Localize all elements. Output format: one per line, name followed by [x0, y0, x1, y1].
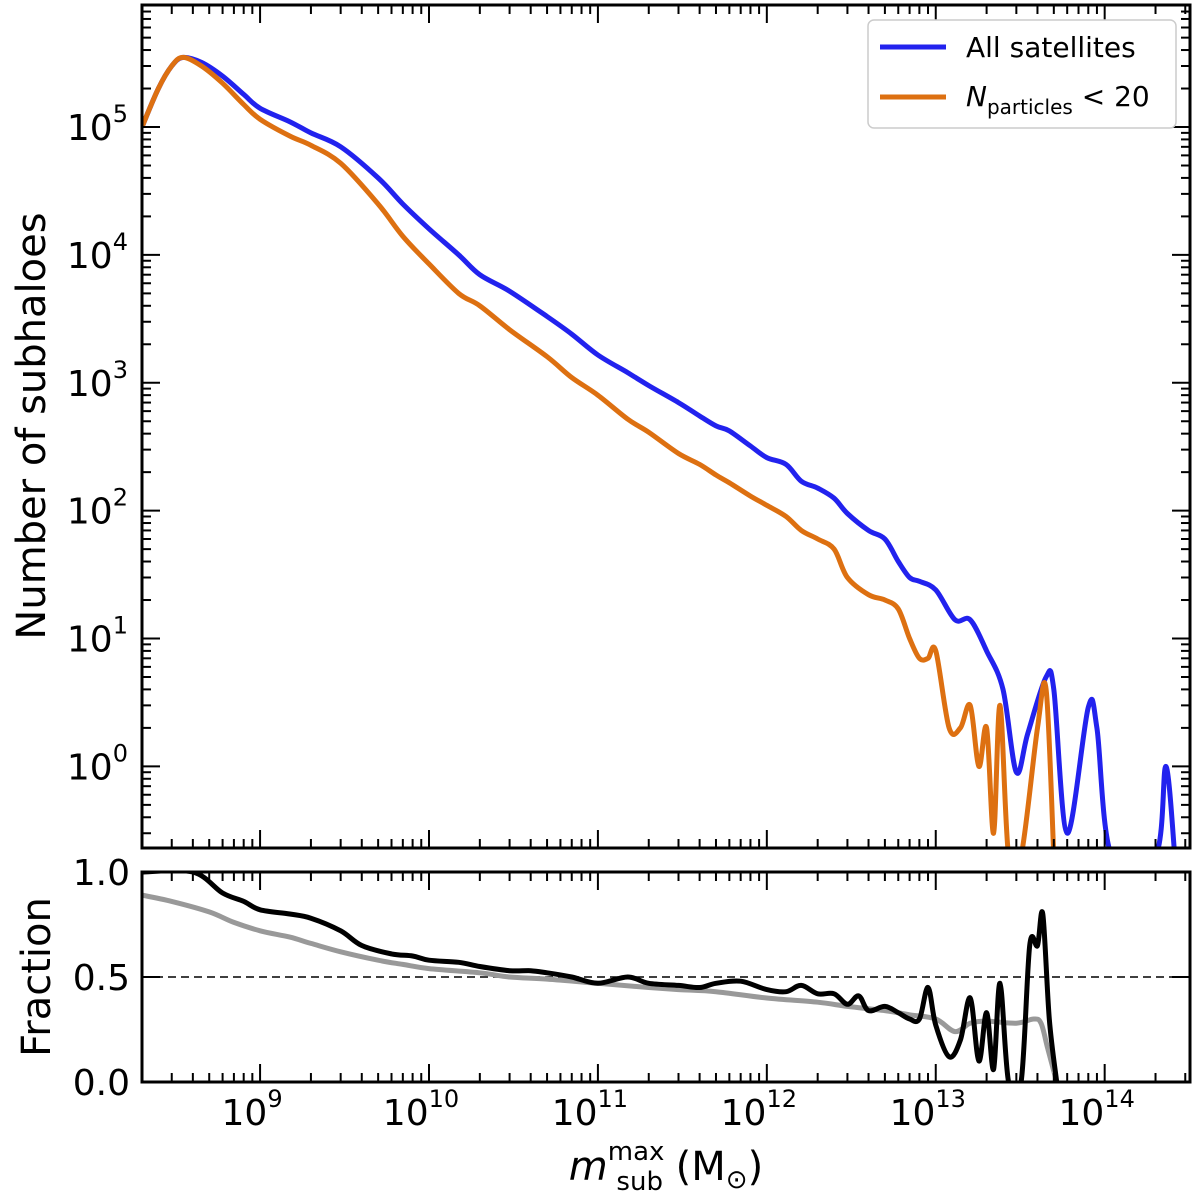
x-axis-title: mmax sub (M⊙): [569, 1137, 763, 1197]
legend-label-low-particles: Nparticles < 20: [966, 80, 1150, 119]
bottom-series-line-1: [142, 872, 1060, 1082]
x-axis-unit-open: (M: [663, 1144, 726, 1190]
legend-label-all-satellites: All satellites: [966, 31, 1136, 64]
top-y-tick-label: 100: [67, 739, 128, 788]
bottom-x-tick-label: 1011: [552, 1085, 628, 1134]
legend-subscript: particles: [987, 95, 1073, 119]
top-y-tick-label: 105: [67, 100, 128, 149]
bottom-x-tick-label: 1012: [721, 1085, 797, 1134]
top-series-line-0: [142, 54, 1177, 848]
top-series-line-1: [142, 54, 1056, 848]
legend: All satellites Nparticles < 20: [867, 19, 1177, 129]
top-y-tick-label: 104: [67, 228, 128, 277]
legend-symbol: N: [966, 80, 987, 113]
x-axis-unit-close: ): [748, 1144, 764, 1190]
x-axis-subscript: sub: [616, 1167, 663, 1197]
top-y-tick-label: 103: [67, 356, 128, 405]
top-y-tick-label: 101: [67, 612, 128, 661]
legend-suffix: < 20: [1073, 80, 1150, 113]
x-axis-symbol: m: [569, 1144, 608, 1190]
bottom-y-tick-label: 0.5: [73, 958, 130, 999]
top-y-tick-label: 102: [67, 484, 128, 533]
x-axis-unit-symbol: ⊙: [726, 1165, 748, 1195]
top-y-axis-title: Number of subhaloes: [9, 212, 55, 639]
top-panel: 100 101 102 103 104 105 Number of subhaloes A…: [9, 3, 1192, 850]
x-axis-superscript: max: [608, 1137, 665, 1167]
bottom-series-line-0: [142, 892, 1060, 1082]
bottom-x-tick-label: 1013: [890, 1085, 966, 1134]
top-ticks-group: 100 101 102 103 104 105: [67, 4, 1190, 848]
bottom-x-tick-label: 109: [222, 1085, 283, 1134]
bottom-x-tick-label: 1010: [383, 1085, 459, 1134]
bottom-plot-frame: [140, 870, 1192, 1084]
bottom-y-axis-title: Fraction: [14, 897, 60, 1057]
bottom-series-group: [142, 872, 1060, 1082]
bottom-y-tick-label: 1.0: [73, 853, 130, 894]
bottom-y-tick-label: 0.0: [73, 1063, 130, 1104]
bottom-x-tick-label: 1014: [1058, 1085, 1134, 1134]
bottom-ticks-group: 0.0 0.5 1.0 109 1010 1011 1012 1013 1014: [73, 853, 1190, 1134]
top-plot-frame: [140, 3, 1192, 850]
bottom-panel: 0.0 0.5 1.0 109 1010 1011 1012 1013 1014 Fractio…: [14, 853, 1192, 1197]
top-series-group: [142, 54, 1177, 848]
